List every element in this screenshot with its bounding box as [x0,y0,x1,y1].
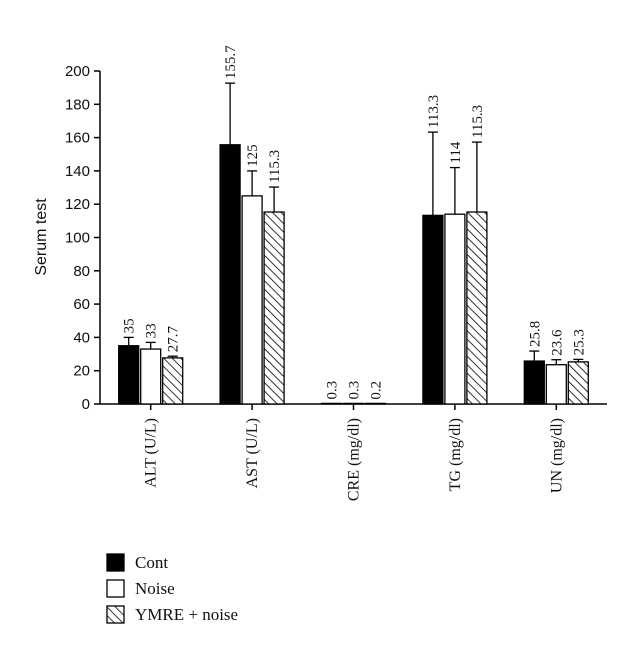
legend-label: Cont [135,553,168,572]
data-label: 125 [245,144,261,167]
y-tick-label: 60 [73,296,90,313]
y-tick-label: 80 [73,263,90,280]
data-label: 27.7 [166,325,182,352]
y-tick-label: 140 [65,163,90,180]
bar-ymre-noise [466,211,488,405]
bars: 35 33 27.7 155.7 125 115.3 0.3 0.3 0.2 113.3 114 11… [118,45,589,405]
legend-swatch [106,605,125,624]
data-label: 115.3 [470,105,486,138]
legend-swatch [106,579,125,598]
y-axis-title: Serum test [33,198,50,276]
y-tick-label: 40 [73,329,90,346]
y-tick-label: 0 [82,396,90,413]
y-tick-label: 100 [65,230,90,247]
data-label: 25.3 [571,329,587,355]
category-label: CRE (mg/dl) [346,418,363,501]
y-tick-label: 160 [65,130,90,147]
bar-ymre-noise [162,357,184,405]
axes: 0 20 40 60 80 100 120 140 160 180 200 ALT (U/L) AST … [65,63,607,501]
bar-noise [342,402,365,405]
bar-cont [523,360,545,405]
bar-ymre-noise [567,361,589,405]
y-tick-label: 20 [73,363,90,380]
data-label: 113.3 [426,95,442,128]
category-label: UN (mg/dl) [548,418,565,493]
bar-cont [320,402,343,405]
data-label: 0.3 [325,381,341,400]
bar-noise [444,213,466,405]
y-tick-label: 120 [65,196,90,213]
legend-label: Noise [135,579,175,598]
data-label: 0.2 [369,381,385,400]
legend: Cont Noise YMRE + noise [106,553,238,624]
data-label: 25.8 [527,321,543,347]
data-label: 114 [448,141,464,163]
data-label: 23.6 [549,329,565,356]
legend-swatch [106,553,125,572]
bar-cont [118,345,140,405]
data-label: 0.3 [347,381,363,400]
bar-noise [545,364,567,405]
legend-label: YMRE + noise [135,605,238,624]
y-tick-label: 200 [65,63,90,80]
data-label: 155.7 [223,45,239,79]
bar-noise [241,195,263,405]
data-label: 33 [144,323,160,338]
bar-cont [422,214,444,405]
y-tick-label: 180 [65,96,90,113]
category-label: TG (mg/dl) [447,418,464,491]
data-label: 115.3 [267,150,283,183]
bar-ymre-noise [364,402,387,405]
category-label: ALT (U/L) [143,418,160,488]
category-label: AST (U/L) [244,418,261,488]
data-label: 35 [122,318,138,333]
bar-noise [140,348,162,405]
bar-ymre-noise [263,211,285,405]
bar-cont [219,144,241,405]
